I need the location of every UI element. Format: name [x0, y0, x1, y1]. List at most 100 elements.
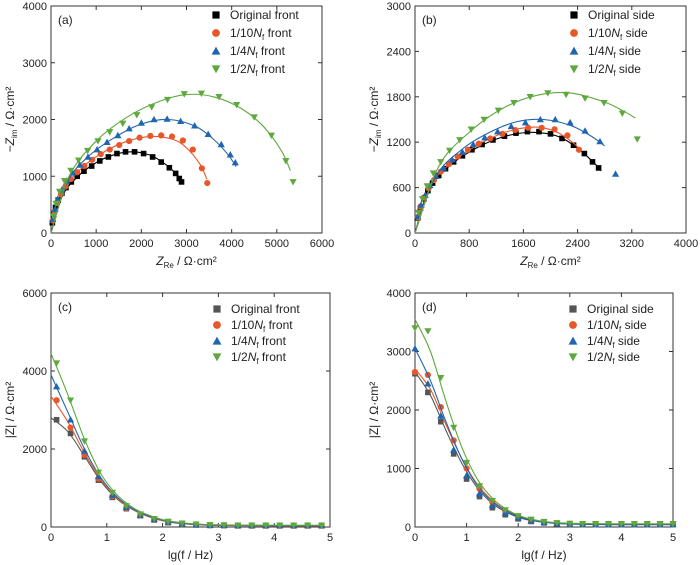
data-point: [304, 522, 312, 529]
data-point: [116, 141, 123, 149]
data-point: [96, 158, 103, 164]
x-tick-label: 0: [412, 532, 418, 544]
data-point: [501, 507, 509, 514]
data-point: [581, 150, 588, 157]
data-point: [643, 520, 651, 528]
data-point: [103, 138, 111, 145]
data-point: [178, 179, 185, 185]
data-point: [119, 120, 127, 128]
data-point: [510, 100, 518, 107]
data-point: [488, 497, 496, 505]
data-point: [592, 520, 600, 528]
x-tick-label: 3: [215, 532, 221, 544]
data-point: [514, 513, 522, 520]
x-tick-label: 4: [271, 532, 277, 544]
data-point: [84, 153, 92, 160]
data-point: [191, 122, 199, 129]
legend-label: 1/10Nf side: [588, 26, 648, 42]
x-axis-label: lg(f / Hz): [521, 548, 566, 562]
data-point: [450, 424, 458, 432]
data-point: [464, 146, 471, 153]
panel-a: 0 1000 2000 3000 4000 5000 6000 0 1000 2000 3000 40…: [3, 1, 334, 270]
legend-label: 1/4Nf front: [230, 44, 286, 60]
data-point: [600, 100, 608, 107]
data-point: [507, 122, 515, 130]
data-point: [547, 131, 554, 137]
x-tick-label: 2000: [129, 238, 153, 250]
data-point: [481, 134, 489, 141]
data-point: [469, 146, 475, 153]
fit-curve: [50, 396, 325, 527]
data-point: [439, 164, 448, 171]
data-point: [52, 200, 60, 208]
y-tick-label: 2000: [387, 405, 411, 417]
data-point: [67, 430, 74, 437]
data-point: [276, 522, 284, 529]
data-point: [282, 158, 290, 165]
fit-curve: [414, 91, 636, 234]
data-point: [114, 150, 120, 157]
data-point: [575, 146, 583, 153]
data-point: [540, 518, 548, 526]
data-point: [158, 132, 165, 139]
data-point: [166, 164, 173, 171]
data-point: [435, 172, 442, 179]
data-point: [475, 490, 484, 497]
legend-label: 1/2Nf side: [588, 62, 641, 78]
data-point: [524, 128, 531, 135]
data-point: [133, 112, 141, 119]
series-2: [50, 374, 326, 529]
plot-frame: [50, 292, 331, 528]
legend: Original front 1/10Nf front 1/4Nf front 1/2…: [211, 8, 299, 78]
data-point: [411, 344, 419, 352]
data-point: [475, 140, 482, 147]
y-axis-label: −Zim / Ω·cm²: [367, 87, 383, 153]
data-point: [437, 412, 445, 419]
series-0: [414, 128, 602, 234]
x-axis-label: ZRe / Ω·cm²: [519, 254, 581, 270]
data-point: [158, 159, 165, 165]
data-point: [215, 94, 223, 101]
data-point: [108, 489, 116, 497]
panel-label: (b): [422, 13, 437, 27]
x-tick-label: 4000: [674, 238, 698, 250]
data-point: [80, 438, 89, 445]
data-point: [488, 501, 496, 509]
y-tick-label: 2000: [23, 115, 47, 127]
data-point: [551, 115, 559, 123]
legend-marker: [212, 29, 220, 37]
y-tick-label: 1800: [387, 92, 411, 104]
series-3: [50, 353, 326, 529]
x-axis-label: lg(f / Hz): [168, 548, 213, 562]
data-point: [463, 476, 470, 482]
data-point: [475, 483, 484, 490]
data-point: [458, 148, 467, 155]
data-point: [450, 451, 457, 457]
x-tick-label: 1000: [84, 238, 108, 250]
y-tick-label: 2000: [23, 444, 47, 456]
data-point: [150, 516, 158, 523]
data-point: [189, 146, 196, 153]
series-1: [414, 124, 583, 234]
legend-label: 1/10Nf side: [587, 318, 647, 334]
data-point: [570, 142, 577, 149]
data-point: [81, 168, 87, 174]
data-point: [469, 140, 477, 148]
data-point: [479, 141, 485, 148]
y-tick-label: 4000: [387, 288, 411, 300]
data-point: [106, 146, 113, 153]
data-point: [538, 124, 545, 131]
data-point: [114, 131, 122, 139]
plot-frame: [414, 5, 687, 234]
data-point: [226, 151, 234, 158]
x-tick-label: 0: [48, 532, 54, 544]
x-tick-label: 2400: [565, 238, 589, 250]
panel-d: 0 1 2 3 4 5 0 1000 2000 3000 4000 (d) lg(f / Hz) |Z| …: [367, 288, 677, 562]
x-tick-label: 1: [104, 532, 110, 544]
data-point: [450, 446, 458, 453]
legend-label: Original front: [231, 302, 300, 316]
data-point: [204, 130, 212, 138]
data-point: [418, 196, 427, 203]
data-point: [83, 147, 92, 155]
